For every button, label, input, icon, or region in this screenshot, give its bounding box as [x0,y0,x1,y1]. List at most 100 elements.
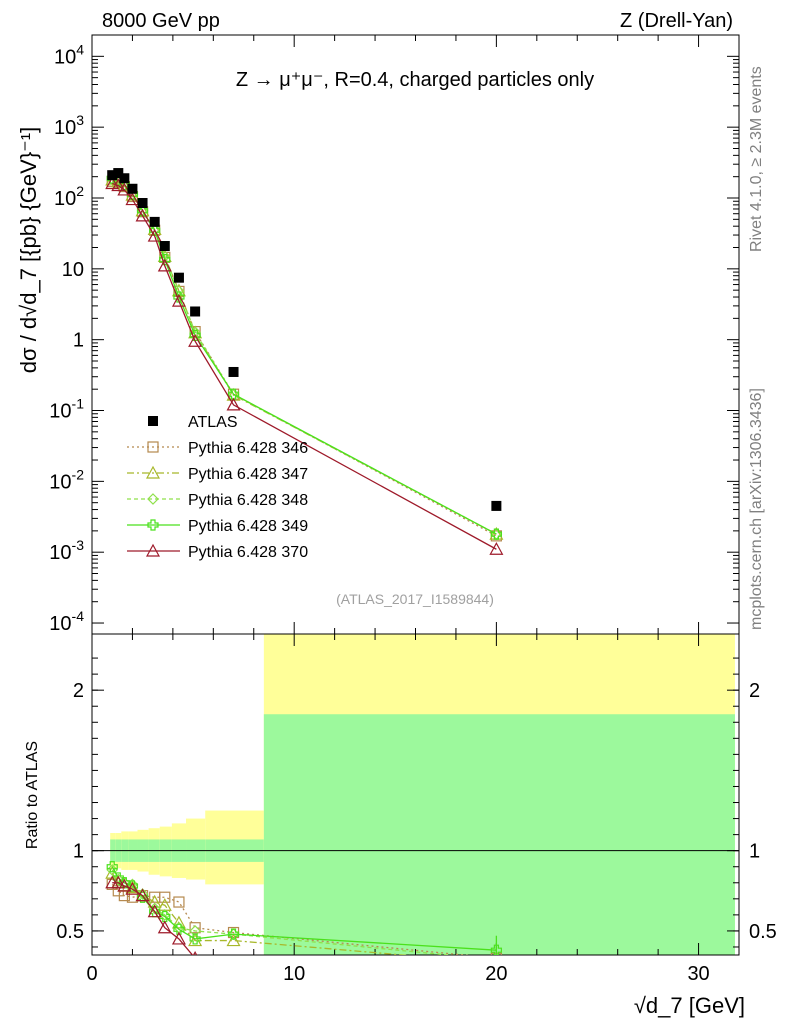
ratio-point-4 [173,923,185,935]
ratio-series [105,861,502,968]
ratio-line-1 [111,883,471,955]
ratio-uncertainty-bands [92,634,739,955]
legend-label-3: Pythia 6.428 348 [188,492,308,509]
legend-label-5: Pythia 6.428 370 [188,544,308,561]
y-tick-label: 10 [62,259,84,281]
y-tick-label: 103 [54,112,84,139]
ratio-tick-label: 1 [73,841,84,863]
series-point-5 [157,258,172,272]
ratio-tick-label-right: 1 [749,841,760,863]
legend-label-2: Pythia 6.428 347 [188,466,308,483]
ratio-point-5 [117,878,132,892]
atlas-data-point [107,170,118,181]
series-point-5 [226,397,241,411]
atlas-data-point [119,173,130,184]
ratio-point-3 [112,873,125,886]
header-right: Z (Drell-Yan) [620,10,733,32]
ratio-tick-label-right: 2 [749,680,760,702]
x-tick-label: 10 [283,963,305,985]
ratio-tick-label-right: 0.5 [749,921,777,943]
ratio-point-1 [159,891,171,903]
ratio-point-5 [147,904,162,918]
analysis-reference: (ATLAS_2017_I1589844) [336,591,494,607]
ratio-point-1 [173,896,185,908]
legend-label-1: Pythia 6.428 346 [188,440,308,457]
y-axis-label-text: dσ / d√d_7 [{pb} {GeV}⁻¹] [16,127,41,373]
ratio-point-5 [157,920,172,934]
atlas-data-point [228,366,239,377]
x-axis-label: √d_7 [GeV] [634,993,745,1018]
ratio-point-2 [171,915,186,929]
legend-label-4: Pythia 6.428 349 [188,518,308,535]
ratio-point-5 [228,957,240,968]
legend-label-atlas: ATLAS [188,414,238,431]
band-inner [263,714,735,955]
y-tick-exponent: 2 [76,183,84,199]
series-point-5 [489,542,504,555]
legend-marker-2 [145,465,161,479]
series-point-5 [125,192,140,206]
y-tick-label: 10-4 [49,608,84,635]
y-tick-exponent: -2 [72,466,85,482]
y-tick-exponent: -1 [72,396,85,412]
atlas-data-point [149,216,160,227]
chart-title: Z → μ⁺μ⁻, R=0.4, charged particles only [236,69,594,91]
y-tick-label: 1 [73,330,84,352]
series-point-5 [117,182,132,196]
legend-marker-4 [147,519,159,531]
ratio-axis-label: Ratio to ATLAS [24,741,41,849]
y-tick-exponent: -3 [72,537,85,553]
ratio-point-4 [106,861,118,873]
rivet-version-label: Rivet 4.1.0, ≥ 2.3M events [748,66,765,252]
header-left: 8000 GeV pp [102,10,220,32]
x-tick-label: 20 [485,963,507,985]
ratio-point-5 [135,888,150,902]
ratio-point-5 [125,881,140,895]
ratio-point-2 [188,933,203,947]
series-point-5 [147,228,162,242]
y-tick-exponent: 4 [76,41,84,57]
x-tick-label: 30 [687,963,709,985]
atlas-data-point [173,272,184,283]
data-points [107,168,502,511]
legend-marker-3 [147,493,159,505]
atlas-data-point [159,241,170,252]
atlas-data-point [113,168,124,179]
series-point-3 [189,326,201,338]
series-point-5 [135,208,150,222]
legend-marker-5 [145,543,161,557]
ratio-point-5 [111,875,126,889]
ratio-point-4 [490,944,502,955]
series-point-5 [111,178,126,192]
x-tick-label: 0 [86,963,97,985]
ratio-point-5 [171,931,186,945]
ratio-tick-label: 0.5 [56,921,84,943]
y-tick-exponent: 3 [76,112,84,128]
ratio-point-2 [226,933,241,947]
ratio-point-3 [158,909,171,921]
series-point-4 [490,528,502,540]
ratio-point-4 [227,928,240,940]
atlas-data-point [137,197,148,208]
series-point-5 [105,176,120,190]
y-tick-label: 10-3 [49,537,84,564]
y-tick-label: 10-2 [49,466,84,493]
ratio-point-1 [189,922,201,934]
ratio-point-1 [106,878,118,890]
ratio-point-4 [189,933,201,945]
atlas-data-point [127,183,138,194]
atlas-data-point [491,500,502,511]
atlas-data-point [190,306,201,317]
legend-marker-1 [147,441,159,453]
ratio-point-4 [159,910,171,923]
y-tick-label: 104 [54,41,84,68]
ratio-point-3 [136,888,149,900]
series-point-5 [171,293,186,307]
ratio-tick-label: 2 [73,680,84,702]
legend-marker-atlas [148,416,158,426]
ratio-point-3 [189,925,201,937]
series-point-4 [227,388,240,400]
source-label: mcplots.cern.ch [arXiv:1306.3436] [748,388,765,630]
series-point-5 [188,334,203,347]
